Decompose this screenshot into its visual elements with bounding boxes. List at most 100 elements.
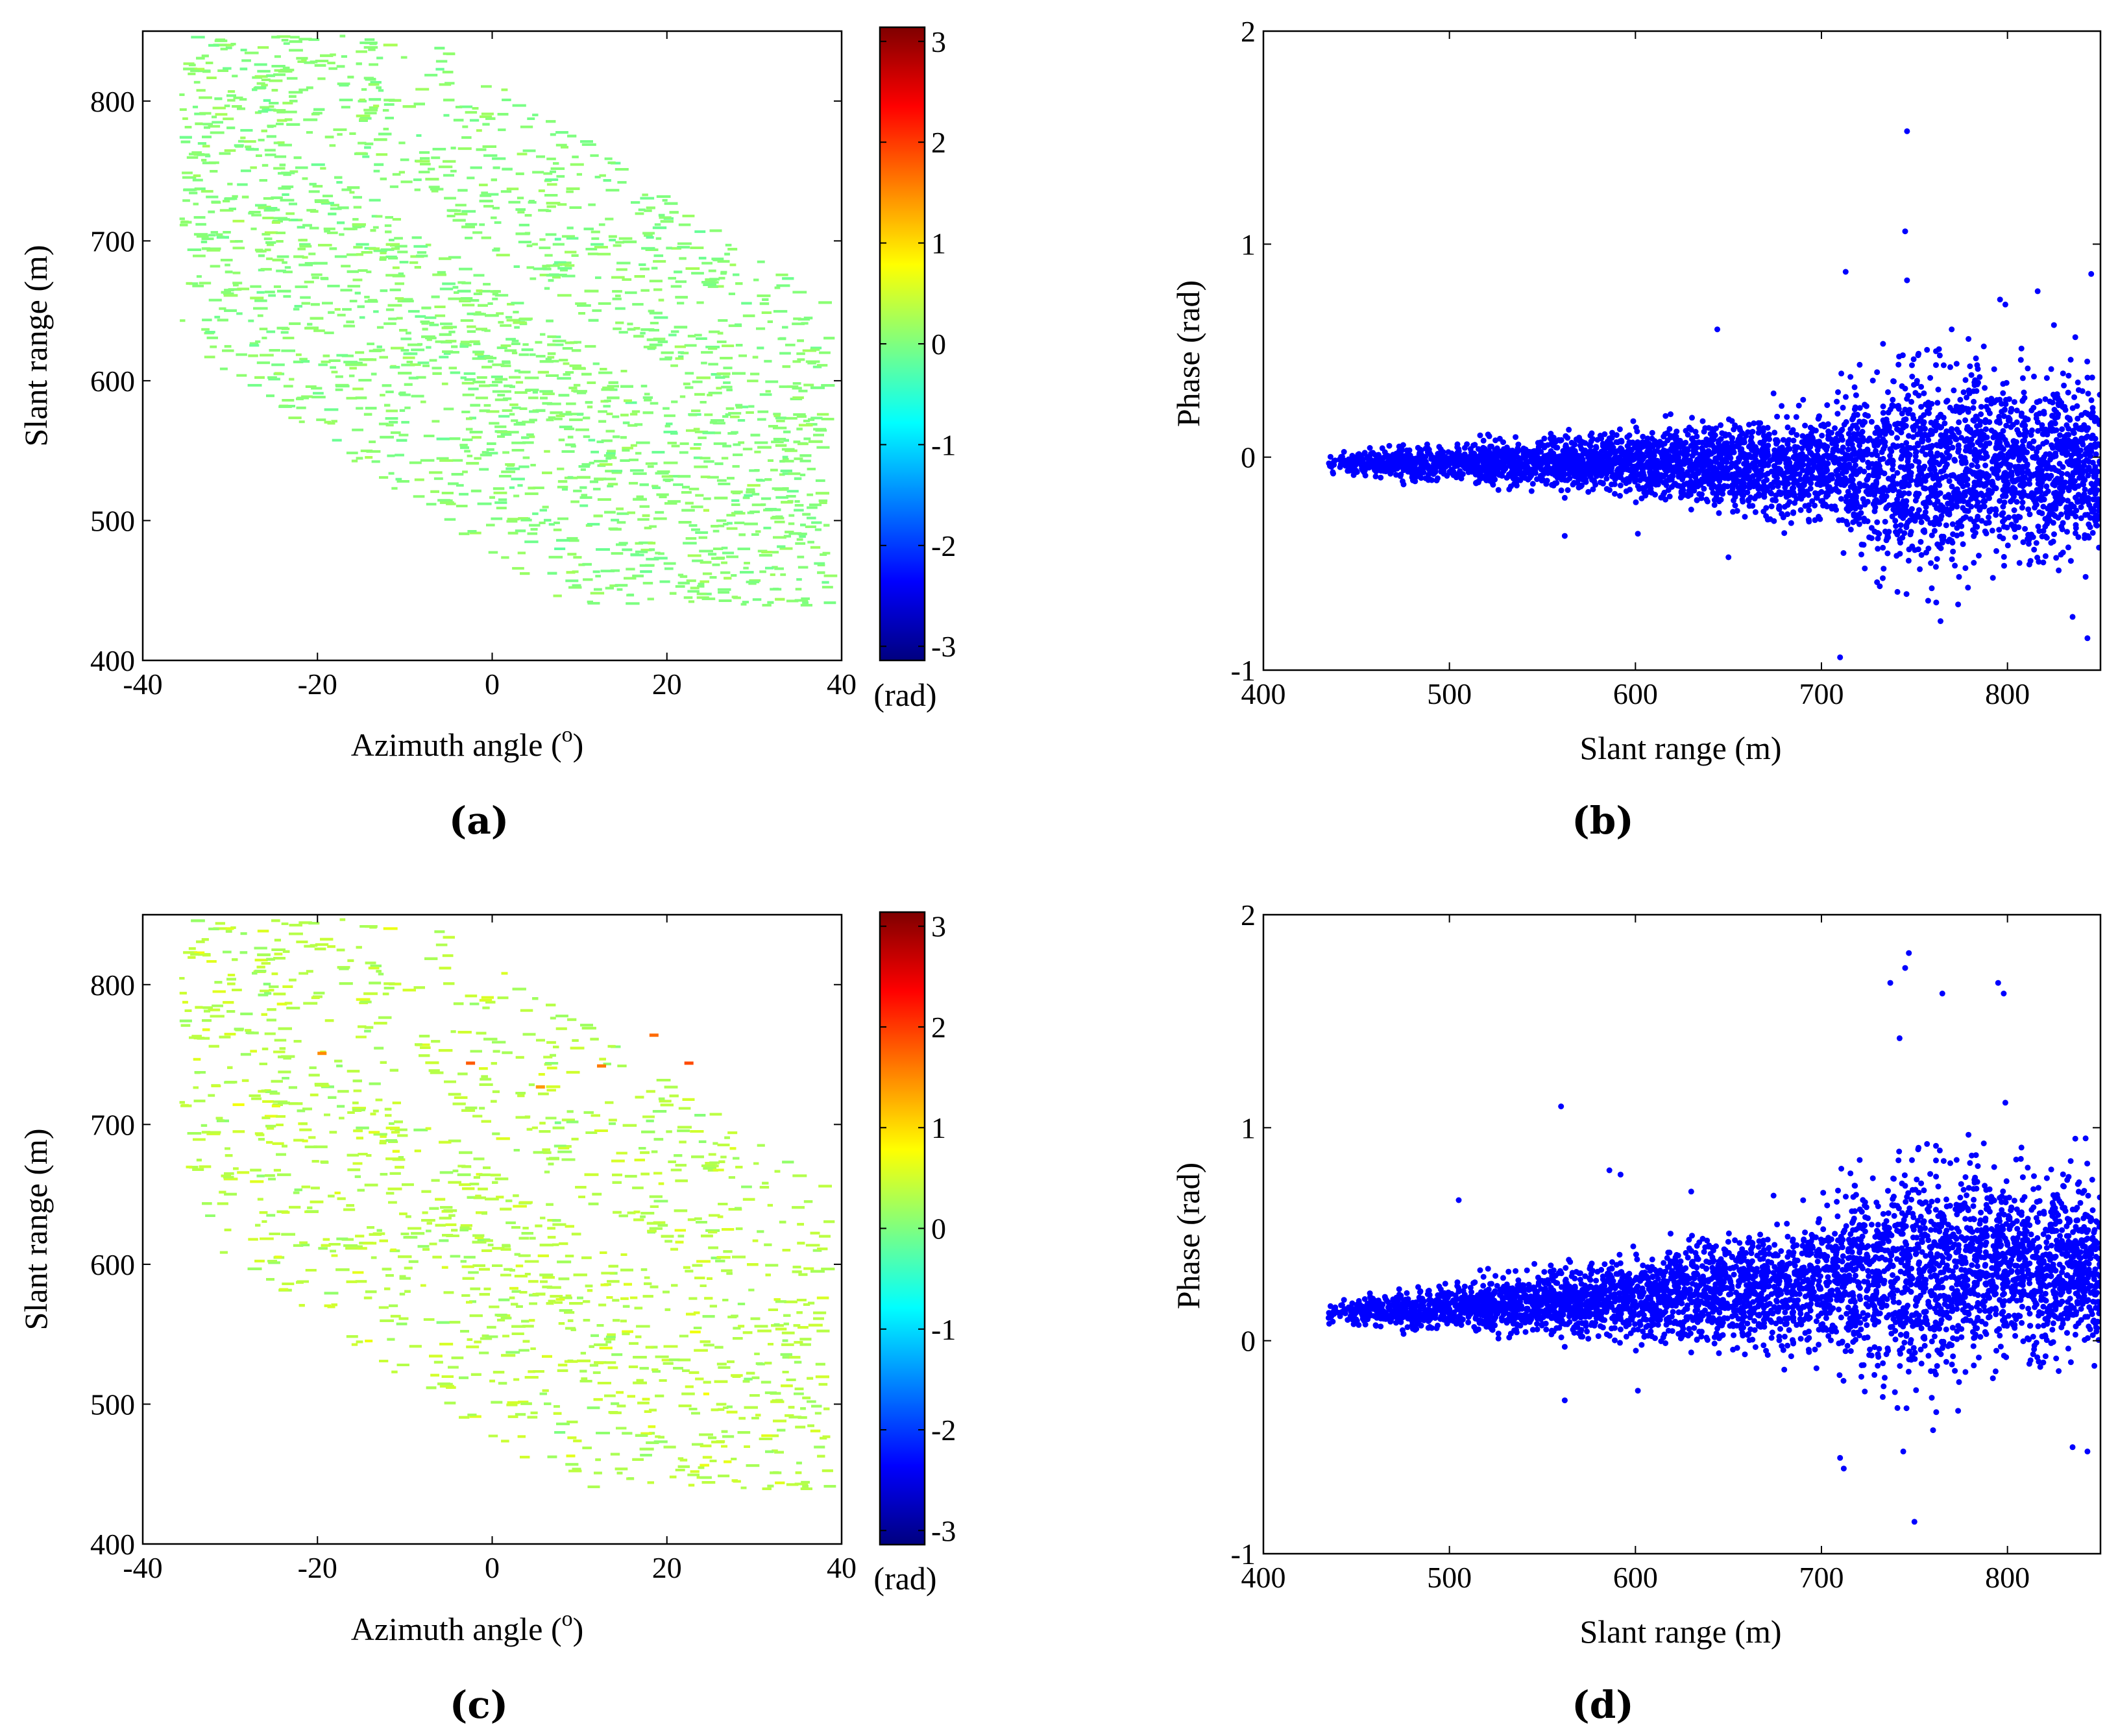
heatmap-cell	[380, 394, 385, 397]
heatmap-cell	[462, 438, 473, 441]
heatmap-cell	[656, 195, 671, 198]
scatter-point	[1949, 521, 1956, 527]
heatmap-cell	[188, 72, 196, 75]
scatter-point	[1887, 457, 1893, 463]
scatter-point	[1609, 435, 1615, 441]
heatmap-cell	[698, 256, 707, 259]
heatmap-cell	[354, 291, 361, 295]
heatmap-cell	[795, 588, 802, 591]
heatmap-cell	[579, 486, 587, 489]
heatmap-cell	[631, 201, 640, 204]
heatmap-cell	[281, 171, 295, 175]
heatmap-cell	[472, 350, 485, 354]
heatmap-cell	[803, 383, 814, 387]
scatter-point	[1838, 428, 1844, 434]
heatmap-cell	[278, 405, 292, 408]
heatmap-cell	[363, 358, 377, 361]
heatmap-cell	[269, 105, 274, 108]
scatter-point	[1982, 463, 1989, 468]
heatmap-cell	[554, 548, 566, 550]
heatmap-cell	[757, 418, 766, 421]
heatmap-cell	[552, 339, 566, 343]
heatmap-cell	[294, 305, 302, 308]
heatmap-cell	[593, 514, 603, 518]
heatmap-cell	[522, 149, 536, 152]
heatmap-cell	[540, 396, 548, 400]
heatmap-cell	[404, 406, 411, 409]
heatmap-cell	[513, 423, 526, 426]
heatmap-cell	[244, 140, 256, 143]
heatmap-cell	[612, 415, 620, 418]
heatmap-cell	[262, 217, 274, 219]
heatmap-cell	[678, 521, 692, 524]
heatmap-cell	[491, 178, 497, 182]
scatter-point	[2082, 573, 2089, 580]
heatmap-cell	[812, 365, 822, 368]
heatmap-cell	[409, 363, 421, 367]
heatmap-cell	[616, 588, 623, 591]
panel-label-a: (a)	[449, 799, 509, 843]
heatmap-cell	[330, 207, 342, 210]
heatmap-cell	[782, 487, 789, 490]
heatmap-cell	[575, 302, 587, 306]
heatmap-cell	[313, 392, 324, 395]
heatmap-cell	[517, 197, 524, 200]
heatmap-cell	[313, 329, 325, 332]
heatmap-cell	[298, 239, 308, 242]
heatmap-cell	[725, 407, 735, 410]
heatmap-cell	[421, 335, 435, 339]
heatmap-cell	[569, 364, 582, 367]
heatmap-cell	[424, 73, 438, 77]
heatmap-cell	[721, 546, 728, 549]
heatmap-cell	[265, 153, 276, 156]
heatmap-cell	[364, 112, 377, 115]
heatmap-cell	[584, 289, 599, 293]
scatter-point	[1943, 522, 1949, 529]
heatmap-cell	[258, 138, 265, 141]
heatmap-cell	[587, 600, 593, 603]
xlabel-a: Azimuth angle (o)	[351, 723, 584, 763]
heatmap-cell	[578, 563, 585, 566]
heatmap-cell	[476, 376, 487, 379]
scatter-point	[1480, 437, 1487, 444]
heatmap-cell	[256, 154, 262, 157]
heatmap-cell	[268, 294, 276, 297]
heatmap-cell	[464, 378, 476, 381]
heatmap-cell	[361, 251, 372, 254]
heatmap-cell	[567, 435, 574, 439]
heatmap-cell	[664, 202, 678, 205]
scatter-point	[1942, 420, 1948, 427]
heatmap-cell	[629, 413, 638, 416]
scatter-b-points	[1326, 128, 2100, 660]
scatter-point	[1933, 348, 1939, 354]
heatmap-cell	[193, 80, 201, 84]
heatmap-cell	[378, 89, 384, 92]
heatmap-cell	[311, 163, 325, 166]
scatter-point	[2089, 529, 2096, 536]
heatmap-cell	[668, 333, 677, 337]
heatmap-cell	[376, 56, 383, 60]
heatmap-cell	[473, 313, 486, 316]
heatmap-cell	[688, 524, 698, 527]
heatmap-cell	[576, 391, 587, 394]
heatmap-cell	[673, 483, 683, 487]
heatmap-cell	[245, 145, 252, 149]
heatmap-cell	[765, 566, 774, 570]
heatmap-cell	[337, 221, 345, 224]
heatmap-cell	[639, 505, 650, 508]
heatmap-cell	[298, 420, 305, 424]
scatter-point	[1844, 494, 1850, 500]
heatmap-cell	[227, 99, 236, 102]
heatmap-cell	[581, 372, 592, 376]
heatmap-cell	[548, 416, 556, 419]
heatmap-cell	[265, 241, 276, 244]
heatmap-cell	[505, 316, 513, 319]
scatter-point	[1897, 551, 1903, 557]
heatmap-cell	[493, 247, 500, 250]
heatmap-cell	[655, 472, 669, 475]
heatmap-cell	[260, 354, 274, 357]
heatmap-cell	[572, 155, 579, 158]
scatter-point	[1883, 416, 1890, 423]
heatmap-cell	[400, 158, 409, 162]
